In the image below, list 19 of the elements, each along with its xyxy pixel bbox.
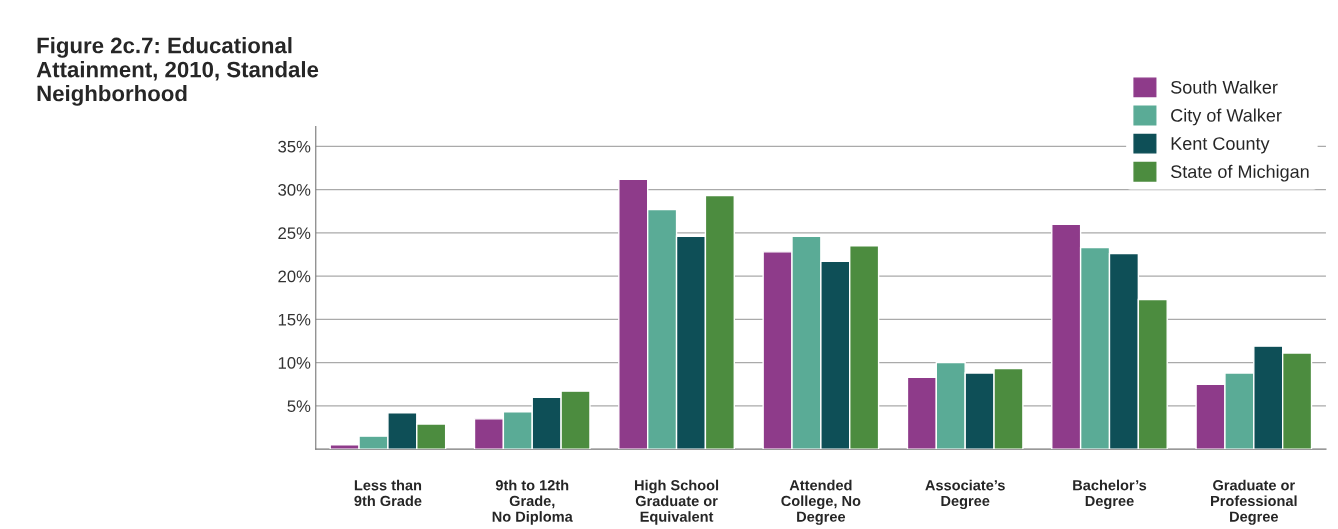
x-tick-label: High School Graduate or Equivalent [635,479,719,525]
y-tick-label: 5% [287,400,311,413]
y-tick-label: 20% [278,270,311,283]
chart-title: Figure 2c.7: Educational Attainment, 2010, Standale Neighborhood [36,37,319,106]
y-tick-label: 30% [278,183,311,196]
x-tick-label: Associate’s Degree [925,479,1005,510]
x-tick-label: Less than 9th Grade [354,479,422,507]
y-tick-label: 15% [278,313,311,326]
legend-label: Kent County [1171,137,1270,154]
legend-label: South Walker [1171,80,1278,94]
x-tick-label: Graduate or Professional Degree [1211,479,1297,525]
x-tick-label: Attended College, No Degree [781,479,861,525]
y-tick-label: 25% [278,227,311,240]
y-tick-label: 10% [278,357,311,369]
legend-label: State of Michigan [1171,164,1309,182]
y-tick-label: 35% [278,140,311,153]
x-tick-label: Bachelor’s Degree [1073,479,1147,510]
x-tick-label: 9th to 12th Grade, No Diploma [492,479,573,525]
legend-label: City of Walker [1171,108,1282,126]
